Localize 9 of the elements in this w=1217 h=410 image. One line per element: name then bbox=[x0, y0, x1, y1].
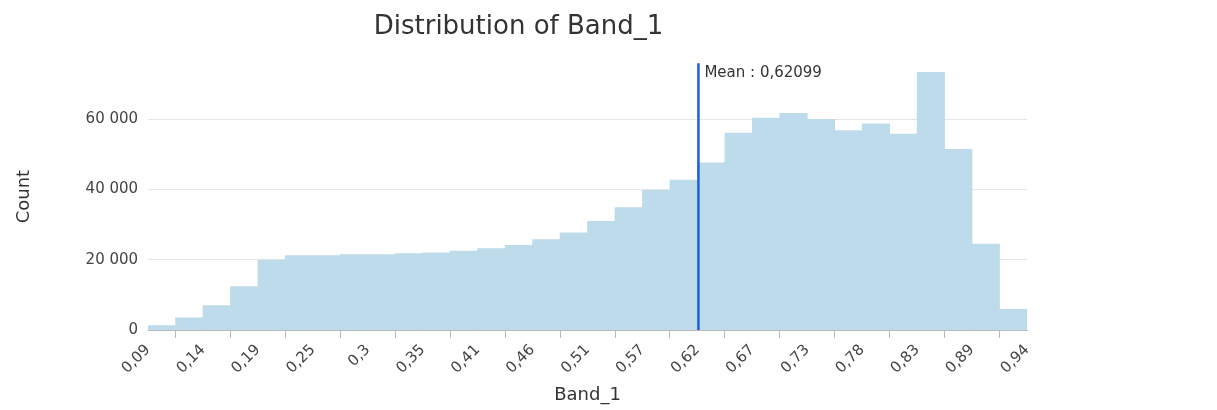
y-tick-label: 60 000 bbox=[85, 109, 139, 128]
y-tick-label: 20 000 bbox=[85, 249, 139, 268]
y-axis-title: Count bbox=[12, 169, 34, 224]
x-tick-label: 0,3 bbox=[343, 340, 374, 370]
chart-title: Distribution of Band_1 bbox=[373, 10, 664, 41]
ref-line-label: Mean : 0,62099 bbox=[704, 62, 822, 81]
y-tick-label: 0 bbox=[128, 319, 139, 338]
x-axis-title: Band_1 bbox=[554, 382, 621, 405]
y-tick-label: 40 000 bbox=[85, 179, 139, 198]
